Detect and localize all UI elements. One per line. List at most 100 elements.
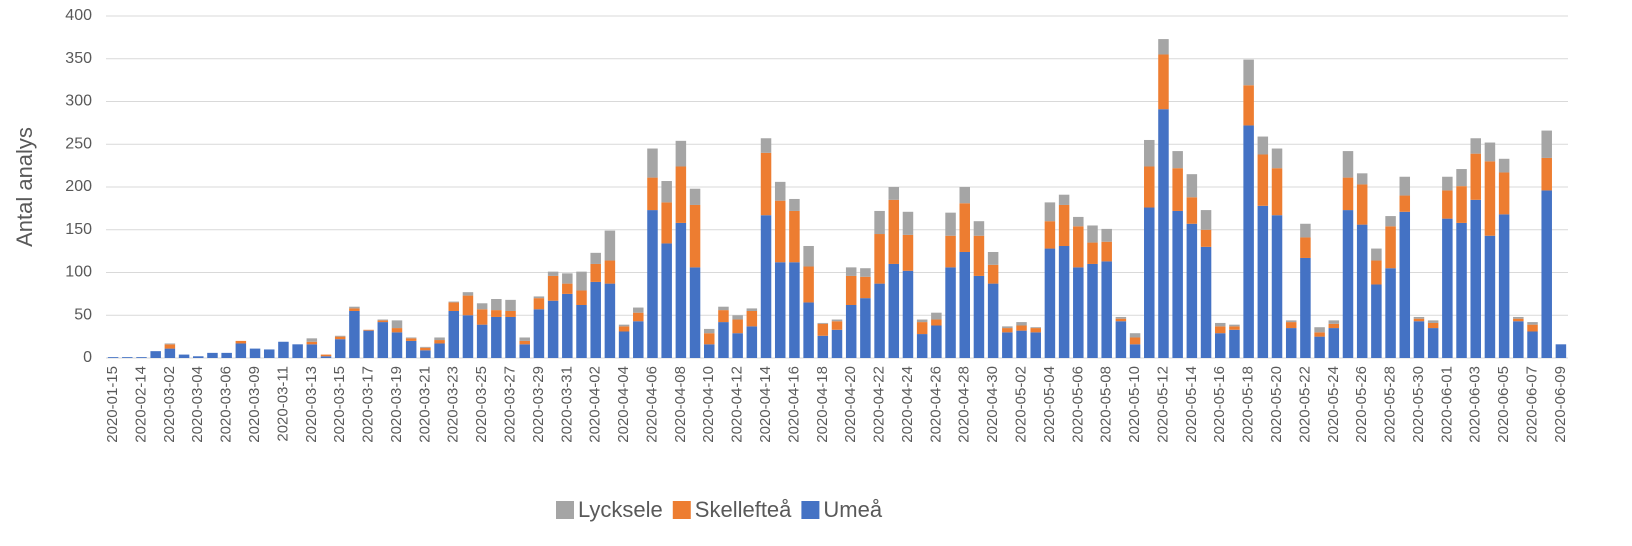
bar-segment bbox=[1200, 210, 1212, 230]
bar-segment bbox=[1200, 229, 1212, 247]
bar-segment bbox=[420, 350, 431, 358]
bar-segment bbox=[306, 338, 318, 342]
bar-segment bbox=[860, 298, 871, 358]
bar-segment bbox=[931, 325, 942, 358]
y-tick-label: 200 bbox=[65, 178, 92, 195]
x-tick-label: 2020-03-25 bbox=[473, 366, 490, 443]
x-tick-label: 2020-04-20 bbox=[842, 366, 859, 443]
bar-segment bbox=[1541, 130, 1552, 158]
bar-segment bbox=[618, 326, 630, 332]
x-tick-label: 2020-05-30 bbox=[1410, 366, 1427, 443]
bar-segment bbox=[1115, 321, 1127, 358]
bar-segment bbox=[1158, 39, 1169, 55]
bar-segment bbox=[874, 283, 885, 358]
bar-segment bbox=[1115, 316, 1127, 319]
bar-segment bbox=[1484, 235, 1496, 358]
bar-segment bbox=[1030, 327, 1041, 329]
bar-segment bbox=[973, 235, 985, 276]
x-tick-label: 2020-04-30 bbox=[984, 366, 1001, 443]
bar-segment bbox=[1342, 210, 1354, 358]
x-tick-label: 2020-01-15 bbox=[104, 366, 121, 443]
bar-segment bbox=[817, 322, 829, 324]
bar-segment bbox=[1385, 216, 1396, 227]
bar-segment bbox=[1129, 344, 1141, 358]
bar-segment bbox=[391, 328, 403, 333]
bar-segment bbox=[1271, 215, 1283, 358]
bar-segment bbox=[1271, 148, 1283, 169]
bar-segment bbox=[618, 324, 630, 327]
bar-segment bbox=[1058, 204, 1070, 246]
bar-segment bbox=[1002, 326, 1013, 329]
bar-segment bbox=[377, 319, 389, 321]
bar-segment bbox=[803, 245, 814, 267]
x-tick-label: 2020-05-18 bbox=[1240, 366, 1257, 443]
bar-segment bbox=[263, 349, 275, 358]
bar-segment bbox=[519, 337, 530, 341]
x-tick-label: 2020-03-31 bbox=[558, 366, 575, 443]
x-tick-label: 2020-03-29 bbox=[530, 366, 547, 443]
bar-segment bbox=[902, 270, 914, 358]
bar-segment bbox=[207, 352, 218, 358]
bar-segment bbox=[434, 340, 445, 344]
bar-segment bbox=[647, 210, 658, 358]
bar-segment bbox=[1158, 54, 1169, 110]
bar-segment bbox=[1484, 161, 1496, 236]
bar-segment bbox=[547, 275, 559, 301]
bar-segment bbox=[1257, 205, 1269, 358]
bar-segment bbox=[973, 275, 985, 358]
bar-segment bbox=[888, 263, 900, 358]
bar-segment bbox=[1214, 326, 1226, 334]
bar-segment bbox=[1300, 223, 1311, 238]
bar-segment bbox=[562, 273, 573, 284]
bar-segment bbox=[1101, 228, 1112, 242]
bar-segment bbox=[405, 337, 417, 339]
bar-segment bbox=[860, 268, 871, 277]
bar-segment bbox=[519, 344, 530, 358]
bar-segment bbox=[973, 221, 985, 236]
x-tick-label: 2020-04-04 bbox=[615, 366, 632, 443]
bar-segment bbox=[349, 306, 360, 309]
bar-segment bbox=[1144, 207, 1155, 358]
bar-segment bbox=[1527, 324, 1538, 332]
x-tick-label: 2020-03-04 bbox=[189, 366, 206, 443]
bar-segment bbox=[1002, 332, 1013, 358]
bar-segment bbox=[1087, 242, 1098, 264]
bar-segment bbox=[377, 322, 389, 358]
bar-segment bbox=[1073, 216, 1084, 227]
bar-segment bbox=[845, 267, 857, 276]
bar-segment bbox=[476, 324, 488, 358]
bar-segment bbox=[633, 321, 644, 358]
bar-segment bbox=[1356, 173, 1368, 185]
bar-segment bbox=[689, 204, 701, 268]
bar-segment bbox=[1498, 172, 1510, 215]
bar-segment bbox=[1513, 316, 1524, 319]
bar-segment bbox=[1427, 320, 1439, 323]
bar-segment bbox=[462, 295, 474, 316]
bar-segment bbox=[334, 335, 346, 337]
bar-segment bbox=[746, 326, 758, 358]
bar-segment bbox=[689, 267, 701, 358]
bar-segment bbox=[945, 235, 956, 268]
bar-segment bbox=[987, 251, 999, 265]
x-tick-label: 2020-03-21 bbox=[416, 366, 433, 443]
bar-segment bbox=[1044, 202, 1056, 222]
bar-segment bbox=[845, 275, 857, 305]
bar-segment bbox=[547, 300, 559, 358]
bar-segment bbox=[1498, 214, 1510, 358]
bar-segment bbox=[1087, 263, 1098, 358]
bar-segment bbox=[249, 348, 261, 358]
bar-segment bbox=[533, 309, 545, 358]
x-tick-label: 2020-04-22 bbox=[871, 366, 888, 443]
bar-segment bbox=[1399, 211, 1411, 358]
bar-segment bbox=[732, 319, 743, 334]
bar-segment bbox=[221, 352, 232, 358]
bar-segment bbox=[590, 281, 601, 358]
bar-segment bbox=[1371, 284, 1382, 358]
bar-segment bbox=[760, 215, 772, 358]
bar-segment bbox=[547, 271, 559, 276]
bar-segment bbox=[1243, 125, 1254, 358]
bar-segment bbox=[1073, 267, 1084, 358]
bar-segment bbox=[1172, 168, 1183, 211]
bar-segment bbox=[1073, 226, 1084, 268]
bar-segment bbox=[1442, 218, 1453, 358]
